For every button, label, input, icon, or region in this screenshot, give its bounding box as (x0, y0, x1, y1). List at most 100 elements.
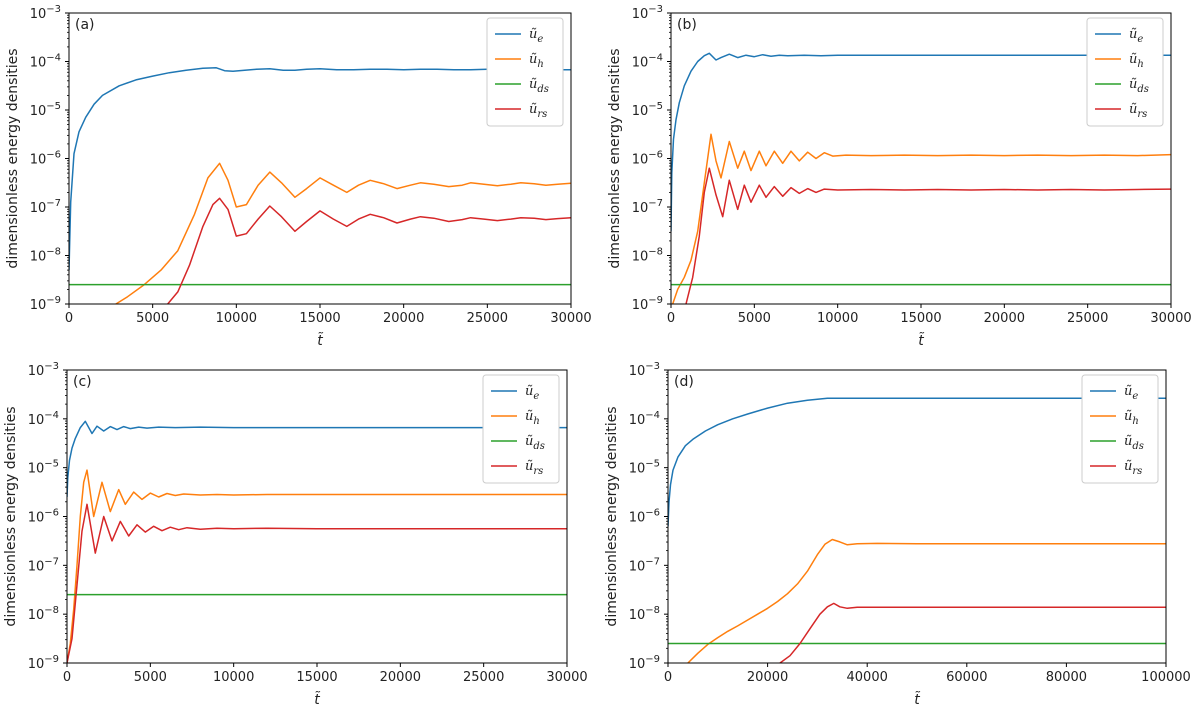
x-tick-label: 0 (667, 311, 675, 326)
series-line-h (115, 162, 571, 304)
legend-entry-rs: ũrs (529, 102, 547, 120)
x-tick-label: 0 (65, 311, 73, 326)
x-tick-label: 15000 (296, 670, 337, 685)
x-tick-label: 30000 (1150, 311, 1191, 326)
x-tick-label: 25000 (467, 311, 508, 326)
series-line-e (668, 397, 1166, 527)
x-tick-label: 10000 (216, 311, 257, 326)
x-tick-label: 20000 (747, 670, 788, 685)
x-tick-label: 15000 (299, 311, 340, 326)
y-axis-label: dimensionless energy densities (604, 406, 620, 626)
y-tick-label: 10−3 (30, 4, 61, 22)
chart-panel: 0 5000 10000 15000 20000 25000 30000 10−9 10−8 10… (3, 361, 588, 708)
series-line-h (687, 538, 1166, 663)
legend-entry-e: ũe (525, 384, 539, 402)
legend: ũe ũh ũds ũrs (486, 17, 564, 127)
x-tick-label: 20000 (380, 670, 421, 685)
legend-entry-ds: ũds (529, 77, 549, 95)
legend-frame (1081, 374, 1159, 484)
y-tick-label: 10−8 (629, 605, 660, 623)
y-tick-label: 10−4 (30, 53, 61, 71)
y-tick-label: 10−8 (28, 605, 59, 623)
series-line-rs (685, 167, 1171, 304)
legend-entry-h: ũh (1129, 52, 1144, 70)
x-tick-label: 30000 (550, 311, 591, 326)
series-line-h (671, 133, 1171, 304)
y-tick-label: 10−5 (632, 101, 663, 119)
legend-entry-rs: ũrs (1129, 102, 1147, 120)
y-tick-label: 10−6 (629, 508, 660, 526)
y-tick-label: 10−8 (632, 247, 663, 265)
legend-entry-ds: ũds (1124, 434, 1144, 452)
series-line-rs (67, 503, 567, 663)
series-line-e (671, 52, 1171, 232)
x-tick-label: 20000 (383, 311, 424, 326)
x-tick-label: 25000 (1067, 311, 1108, 326)
series-group (67, 420, 567, 663)
y-tick-label: 10−6 (632, 150, 663, 168)
legend-entry-e: ũe (529, 27, 543, 45)
series-group (668, 397, 1166, 663)
y-tick-label: 10−5 (30, 101, 61, 119)
chart-panel: 0 5000 10000 15000 20000 25000 30000 10−9 10−8 10… (5, 4, 592, 349)
x-axis-label: t̃ (914, 691, 921, 708)
y-tick-label: 10−8 (30, 247, 61, 265)
y-tick-label: 10−3 (632, 4, 663, 22)
x-tick-label: 0 (63, 670, 71, 685)
chart-panel: 0 20000 40000 60000 80000 100000 10−9 10−8 10−7 1… (604, 361, 1191, 708)
x-tick-label: 15000 (900, 311, 941, 326)
y-axis-label: dimensionless energy densities (3, 406, 19, 626)
panel-label: (c) (73, 374, 92, 390)
panel-label: (d) (674, 374, 694, 390)
y-tick-label: 10−5 (629, 459, 660, 477)
series-group (69, 67, 571, 304)
x-tick-label: 0 (664, 670, 672, 685)
y-tick-label: 10−7 (629, 556, 660, 574)
y-axis-label: dimensionless energy densities (607, 48, 623, 268)
x-tick-label: 10000 (817, 311, 858, 326)
legend-entry-h: ũh (529, 52, 544, 70)
legend-entry-rs: ũrs (1124, 459, 1142, 477)
x-axis-label: t̃ (317, 332, 324, 349)
series-line-h (67, 469, 567, 663)
x-tick-label: 30000 (546, 670, 587, 685)
legend: ũe ũh ũds ũrs (482, 374, 560, 484)
x-axis-label: t̃ (918, 332, 925, 349)
x-tick-label: 10000 (213, 670, 254, 685)
chart-panel: 0 5000 10000 15000 20000 25000 30000 10−9 10−8 10… (607, 4, 1192, 349)
y-tick-label: 10−4 (632, 53, 663, 71)
x-tick-label: 5000 (738, 311, 771, 326)
y-tick-label: 10−9 (30, 295, 61, 313)
x-tick-label: 20000 (984, 311, 1025, 326)
legend-frame (486, 17, 564, 127)
legend-entry-h: ũh (525, 409, 540, 427)
legend-frame (1086, 17, 1164, 127)
legend-entry-ds: ũds (1129, 77, 1149, 95)
y-tick-label: 10−7 (632, 198, 663, 216)
panel-label: (b) (677, 17, 697, 33)
panel-label: (a) (75, 17, 95, 33)
x-axis-label: t̃ (314, 691, 321, 708)
series-line-e (67, 420, 567, 498)
y-tick-label: 10−9 (28, 654, 59, 672)
y-tick-label: 10−4 (629, 410, 660, 428)
legend: ũe ũh ũds ũrs (1081, 374, 1159, 484)
series-line-rs (167, 197, 571, 304)
y-tick-label: 10−6 (30, 150, 61, 168)
y-tick-label: 10−9 (629, 654, 660, 672)
y-tick-label: 10−7 (28, 556, 59, 574)
legend-entry-e: ũe (1129, 27, 1143, 45)
legend-entry-rs: ũrs (525, 459, 543, 477)
series-line-e (69, 67, 571, 271)
x-tick-label: 60000 (946, 670, 987, 685)
series-line-rs (779, 602, 1166, 663)
x-tick-label: 100000 (1141, 670, 1191, 685)
y-tick-label: 10−3 (629, 361, 660, 379)
series-group (671, 52, 1171, 304)
legend-entry-e: ũe (1124, 384, 1138, 402)
y-tick-label: 10−3 (28, 361, 59, 379)
legend-entry-ds: ũds (525, 434, 545, 452)
y-axis-label: dimensionless energy densities (5, 48, 21, 268)
x-tick-label: 5000 (136, 311, 169, 326)
